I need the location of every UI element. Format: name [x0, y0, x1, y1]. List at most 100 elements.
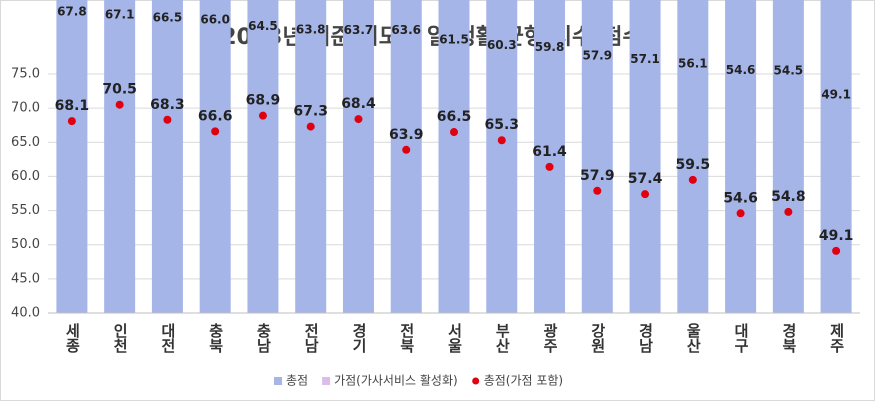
total-point — [545, 162, 554, 171]
x-tick-label: 경기 — [350, 322, 368, 354]
bar-segment — [486, 0, 518, 313]
total-point — [163, 115, 172, 124]
data-label: 49.1 — [821, 88, 851, 102]
total-label: 68.3 — [150, 97, 185, 113]
y-tick-label: 55.0 — [11, 203, 40, 218]
y-tick-label: 50.0 — [11, 237, 40, 252]
bar-segment — [581, 0, 613, 313]
x-tick-label: 전남 — [302, 323, 320, 354]
data-label: 67.8 — [57, 5, 87, 19]
total-point — [354, 115, 363, 124]
total-point — [306, 122, 315, 131]
legend-swatch — [322, 377, 331, 385]
total-point — [402, 145, 411, 154]
bar-segment — [199, 0, 231, 314]
data-label: 54.6 — [726, 63, 756, 77]
total-point — [67, 117, 76, 126]
x-tick-label: 제주 — [828, 323, 846, 354]
data-label: 67.1 — [105, 8, 135, 22]
bar-segment — [295, 0, 327, 313]
total-label: 63.9 — [389, 127, 424, 143]
total-point — [497, 136, 506, 145]
data-label: 64.5 — [248, 19, 278, 33]
total-label: 66.5 — [437, 109, 472, 125]
data-label: 63.6 — [391, 23, 421, 37]
x-tick-label: 부산 — [493, 323, 511, 353]
total-label: 49.1 — [819, 228, 854, 244]
total-point — [784, 207, 793, 216]
y-tick-label: 70.0 — [11, 101, 40, 116]
x-tick-label: 강원 — [589, 322, 607, 353]
data-label: 56.1 — [678, 56, 708, 70]
x-tick-label: 경남 — [637, 322, 655, 354]
bar-segment — [677, 0, 709, 313]
total-label: 57.9 — [580, 168, 615, 184]
total-label: 54.8 — [771, 189, 806, 205]
bar-segment — [151, 0, 183, 313]
total-label: 66.6 — [198, 108, 233, 124]
x-tick-label: 전북 — [398, 323, 416, 354]
x-tick-label: 울산 — [684, 323, 702, 353]
x-tick-label: 대전 — [159, 323, 177, 353]
data-label: 66.0 — [200, 13, 230, 27]
legend-swatch — [274, 377, 282, 385]
data-label: 60.3 — [487, 38, 517, 52]
y-tick-label: 65.0 — [11, 135, 40, 150]
data-label: 57.9 — [582, 49, 612, 63]
total-point — [593, 186, 602, 195]
y-tick-label: 60.0 — [11, 169, 40, 184]
data-label: 59.8 — [535, 40, 565, 54]
x-tick-label: 인천 — [111, 322, 129, 353]
x-tick-label: 대구 — [732, 323, 750, 354]
bar-segment — [772, 0, 804, 313]
total-label: 57.4 — [628, 171, 663, 187]
x-tick-label: 충북 — [207, 323, 225, 354]
legend-swatch — [472, 377, 480, 385]
x-tick-label: 광주 — [541, 322, 559, 354]
legend-label: 가점(가사서비스 활성화) — [334, 374, 458, 388]
x-tick-label: 충남 — [254, 323, 272, 354]
data-label: 61.5 — [439, 33, 469, 47]
total-label: 68.9 — [246, 93, 281, 109]
total-label: 68.1 — [55, 98, 90, 114]
data-label: 63.8 — [296, 22, 326, 36]
data-label: 63.7 — [344, 23, 374, 37]
chart-title: 2023년 기준 시도별 일·생활 균형 지수(점수) — [221, 25, 653, 50]
x-tick-label: 서울 — [446, 323, 464, 354]
bar-segment — [725, 0, 757, 313]
bar-segment — [104, 0, 136, 313]
x-tick-label: 경북 — [780, 322, 798, 354]
total-label: 70.5 — [102, 82, 137, 98]
legend-label: 총점 — [286, 374, 308, 388]
data-label: 66.5 — [153, 10, 183, 24]
total-point — [211, 127, 220, 136]
total-label: 68.4 — [341, 96, 376, 112]
bar-segment — [342, 0, 374, 314]
total-label: 65.3 — [484, 117, 519, 133]
y-tick-label: 75.0 — [11, 67, 40, 82]
total-label: 54.6 — [723, 190, 758, 206]
data-label: 54.5 — [774, 64, 804, 78]
bar-segment — [390, 0, 422, 314]
bar-segment — [534, 0, 566, 313]
y-tick-label: 40.0 — [11, 306, 40, 321]
total-point — [736, 209, 745, 218]
total-point — [641, 190, 650, 199]
total-point — [832, 246, 841, 255]
total-label: 61.4 — [532, 144, 567, 160]
y-tick-label: 45.0 — [11, 271, 40, 286]
total-point — [450, 128, 458, 137]
bar-segment — [247, 0, 279, 314]
data-label: 57.1 — [630, 52, 660, 66]
total-point — [258, 111, 267, 120]
bar-segment — [56, 0, 88, 313]
bar-segment — [438, 0, 470, 314]
total-label: 67.3 — [293, 104, 328, 120]
bar-segment — [629, 0, 661, 314]
legend-label: 총점(가점 포함) — [484, 374, 563, 388]
total-label: 59.5 — [676, 157, 711, 173]
x-tick-label: 세종 — [63, 323, 81, 354]
total-point — [688, 175, 697, 184]
bar-segment — [820, 0, 852, 314]
